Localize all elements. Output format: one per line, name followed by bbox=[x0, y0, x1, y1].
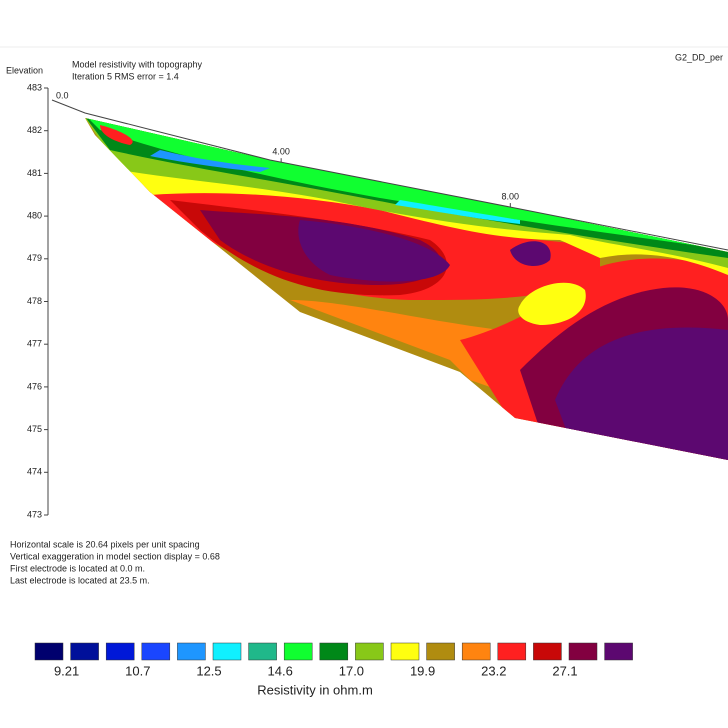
y-tick-label: 479 bbox=[27, 253, 42, 263]
colorbar-label: 9.21 bbox=[54, 663, 79, 678]
y-tick-label: 478 bbox=[27, 296, 42, 306]
y-tick-label: 476 bbox=[27, 381, 42, 391]
colorbar-swatch bbox=[177, 642, 206, 661]
colorbar-swatch bbox=[248, 642, 277, 661]
colorbar-swatch bbox=[141, 642, 171, 661]
y-tick-label: 482 bbox=[27, 125, 42, 135]
chart-title: Model resistivity with topography bbox=[72, 59, 203, 69]
colorbar-label: 17.0 bbox=[339, 663, 364, 678]
colorbar-swatch bbox=[283, 642, 313, 661]
colorbar-swatch bbox=[461, 642, 491, 661]
colorbar-title: Resistivity in ohm.m bbox=[257, 682, 373, 697]
y-tick-label: 474 bbox=[27, 467, 42, 477]
colorbar-swatch bbox=[319, 642, 349, 661]
colorbar-swatch bbox=[212, 642, 242, 661]
x-tick-label: 4.00 bbox=[272, 147, 290, 157]
colorbar-label: 12.5 bbox=[196, 663, 221, 678]
y-tick-label: 480 bbox=[27, 210, 42, 220]
topography bbox=[51, 99, 728, 251]
x-tick-label: 0.0 bbox=[56, 90, 69, 100]
file-label: G2_DD_per bbox=[675, 52, 723, 62]
colorbar-label: 23.2 bbox=[481, 663, 506, 678]
colorbar-swatch bbox=[497, 642, 527, 661]
colorbar-swatch bbox=[390, 642, 420, 661]
colorbar-label: 19.9 bbox=[410, 663, 435, 678]
colorbar-swatch bbox=[604, 642, 633, 661]
colorbar-swatch bbox=[105, 642, 135, 661]
colorbar-swatch bbox=[355, 642, 384, 661]
y-axis-label: Elevation bbox=[6, 65, 43, 75]
x-tick-label: 8.00 bbox=[502, 191, 520, 201]
colorbar-label: 14.6 bbox=[268, 663, 293, 678]
colorbar-swatch bbox=[70, 642, 99, 661]
chart-subtitle: Iteration 5 RMS error = 1.4 bbox=[72, 71, 179, 81]
colorbar-swatch bbox=[568, 642, 598, 661]
y-tick-label: 475 bbox=[27, 424, 42, 434]
y-tick-label: 481 bbox=[27, 168, 42, 178]
colorbar-label: 10.7 bbox=[125, 663, 150, 678]
colorbar-swatch bbox=[34, 642, 64, 661]
note: Vertical exaggeration in model section d… bbox=[10, 551, 220, 561]
colorbar-swatch bbox=[533, 642, 562, 661]
y-tick-label: 477 bbox=[27, 339, 42, 349]
note: First electrode is located at 0.0 m. bbox=[10, 563, 145, 573]
colorbar-swatch bbox=[426, 642, 455, 661]
y-tick-label: 483 bbox=[27, 82, 42, 92]
note: Horizontal scale is 20.64 pixels per uni… bbox=[10, 539, 200, 549]
colorbar-label: 27.1 bbox=[552, 663, 577, 678]
note: Last electrode is located at 23.5 m. bbox=[10, 575, 150, 585]
y-tick-label: 473 bbox=[27, 509, 42, 519]
